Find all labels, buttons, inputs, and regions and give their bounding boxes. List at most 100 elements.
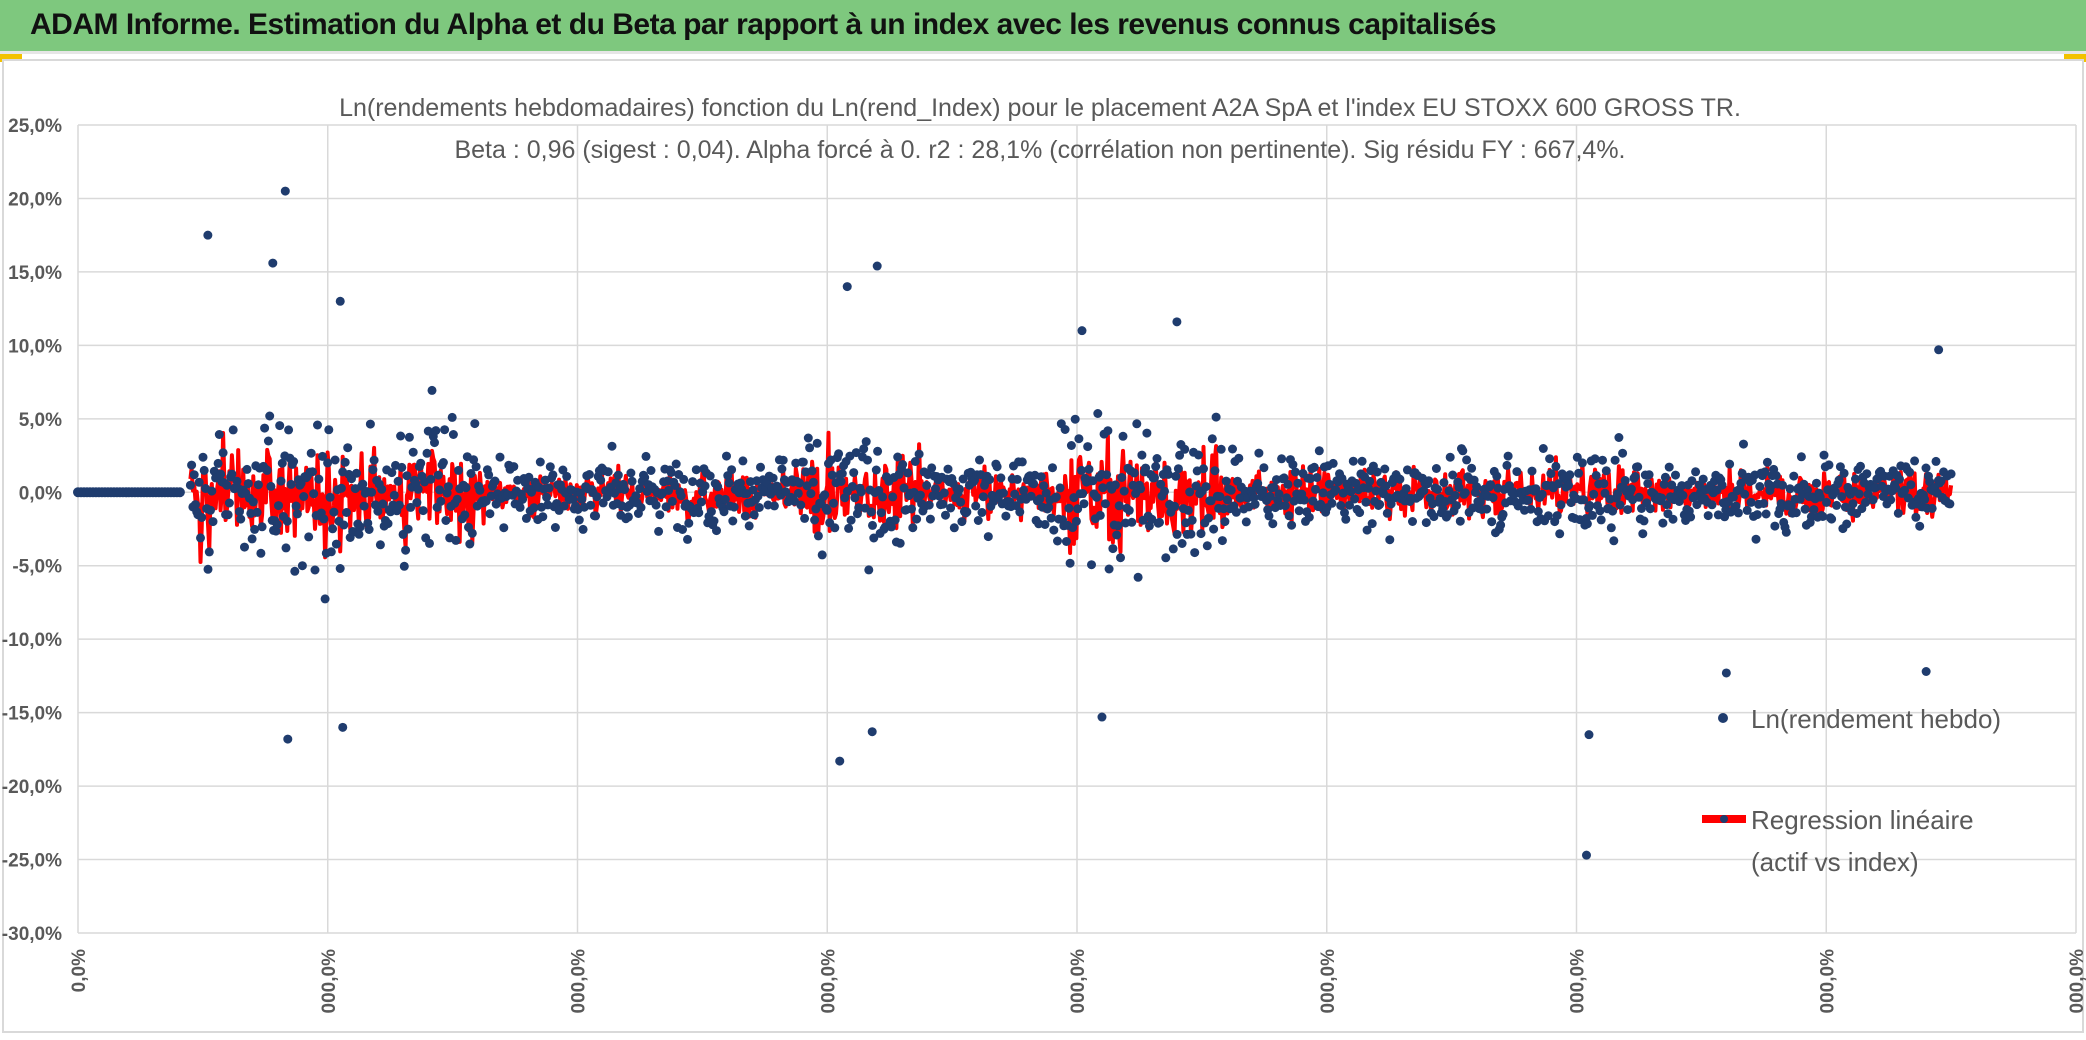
data-point: [1019, 485, 1029, 495]
data-point: [1196, 529, 1206, 539]
data-point: [1098, 483, 1108, 493]
data-point: [719, 507, 729, 517]
data-point: [899, 483, 909, 493]
data-point: [895, 538, 905, 548]
data-point: [377, 484, 387, 494]
data-point: [206, 505, 215, 515]
data-point: [1375, 499, 1385, 509]
data-point: [1100, 499, 1110, 509]
data-point: [1053, 536, 1062, 546]
data-point: [461, 483, 471, 493]
data-point: [336, 483, 346, 493]
data-point: [1108, 544, 1118, 554]
data-point: [1502, 460, 1512, 470]
data-point: [207, 486, 217, 496]
data-point: [863, 455, 872, 465]
data-point: [1112, 530, 1122, 540]
data-point: [678, 525, 687, 534]
data-point: [265, 411, 275, 421]
data-point: [1606, 523, 1616, 533]
data-point: [1946, 469, 1956, 479]
data-point: [1698, 474, 1708, 484]
data-point: [864, 565, 874, 575]
data-point: [1119, 486, 1129, 496]
data-point: [962, 507, 972, 517]
data-point: [1564, 480, 1573, 490]
data-point: [890, 515, 900, 525]
data-point: [1482, 504, 1492, 514]
data-point: [931, 484, 940, 494]
data-point: [836, 477, 846, 486]
data-point: [413, 484, 423, 494]
data-point: [1556, 500, 1566, 510]
data-point: [1132, 419, 1142, 429]
x-tick-label: 000,0%: [1318, 949, 1339, 1014]
data-point: [309, 489, 319, 499]
data-point: [978, 492, 988, 502]
data-point: [1720, 512, 1730, 522]
data-point: [992, 462, 1002, 472]
data-point: [1061, 537, 1071, 546]
data-point: [499, 523, 509, 533]
data-point: [670, 481, 680, 490]
data-point: [1893, 508, 1903, 518]
data-point: [430, 438, 439, 448]
data-point: [983, 532, 993, 542]
data-point-outlier: [867, 727, 877, 737]
data-point: [485, 509, 495, 519]
data-point: [1733, 508, 1743, 518]
data-point: [1678, 490, 1688, 500]
data-point: [1839, 468, 1849, 478]
data-point: [1312, 473, 1322, 482]
data-point: [922, 480, 932, 490]
data-point: [427, 385, 437, 395]
data-point: [1905, 467, 1915, 477]
data-point-outlier: [842, 282, 852, 292]
data-point: [318, 451, 327, 461]
data-point: [626, 468, 636, 478]
data-point: [352, 468, 361, 478]
data-point: [903, 468, 913, 478]
data-point: [529, 503, 539, 513]
data-point: [822, 505, 832, 515]
data-point: [1152, 454, 1162, 463]
data-point: [1194, 450, 1203, 460]
data-point: [1074, 434, 1084, 444]
data-point: [1590, 454, 1600, 464]
data-point: [431, 426, 441, 436]
data-point: [1051, 492, 1061, 502]
data-point: [1324, 479, 1334, 489]
data-point: [1487, 517, 1497, 527]
data-point: [1015, 507, 1025, 517]
data-point: [861, 437, 871, 447]
data-point: [190, 500, 200, 510]
data-point: [544, 483, 554, 493]
data-point: [218, 448, 228, 458]
data-point: [878, 492, 888, 502]
data-point: [1231, 507, 1241, 517]
data-point: [1419, 486, 1429, 496]
data-point: [1124, 505, 1134, 515]
data-point: [1371, 486, 1381, 496]
data-point: [1662, 500, 1672, 510]
data-point: [1862, 469, 1872, 479]
data-point: [204, 547, 214, 557]
data-point: [452, 494, 462, 504]
data-point: [1170, 501, 1180, 511]
data-point: [284, 425, 294, 435]
data-point: [281, 543, 291, 553]
data-point: [971, 501, 981, 511]
data-point: [740, 511, 750, 521]
data-point: [1598, 455, 1607, 465]
data-point: [1385, 535, 1395, 545]
data-point: [277, 458, 287, 468]
data-point: [1029, 479, 1039, 489]
y-tick-label: -20,0%: [2, 777, 62, 798]
legend: Ln(rendement hebdo) Regression linéaire …: [1702, 704, 2001, 877]
data-point: [1401, 484, 1411, 494]
data-point: [777, 464, 787, 474]
data-point: [435, 485, 445, 495]
data-point: [1265, 491, 1275, 501]
data-point: [1217, 536, 1227, 546]
data-point: [1579, 495, 1589, 505]
